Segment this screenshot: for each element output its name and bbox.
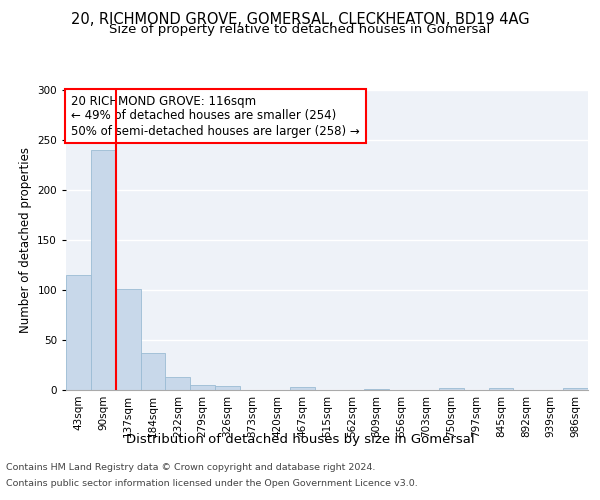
Bar bbox=[91, 150, 116, 390]
Bar bbox=[166, 377, 190, 390]
Bar bbox=[66, 275, 91, 390]
Bar bbox=[290, 387, 314, 390]
Bar bbox=[364, 389, 389, 390]
Bar bbox=[439, 388, 464, 390]
Text: 20 RICHMOND GROVE: 116sqm
← 49% of detached houses are smaller (254)
50% of semi: 20 RICHMOND GROVE: 116sqm ← 49% of detac… bbox=[71, 94, 360, 138]
Text: Distribution of detached houses by size in Gomersal: Distribution of detached houses by size … bbox=[125, 432, 475, 446]
Bar bbox=[140, 353, 166, 390]
Text: Contains HM Land Registry data © Crown copyright and database right 2024.: Contains HM Land Registry data © Crown c… bbox=[6, 464, 376, 472]
Text: 20, RICHMOND GROVE, GOMERSAL, CLECKHEATON, BD19 4AG: 20, RICHMOND GROVE, GOMERSAL, CLECKHEATO… bbox=[71, 12, 529, 28]
Bar bbox=[116, 289, 140, 390]
Y-axis label: Number of detached properties: Number of detached properties bbox=[19, 147, 32, 333]
Bar bbox=[488, 388, 514, 390]
Bar bbox=[215, 386, 240, 390]
Bar bbox=[190, 385, 215, 390]
Text: Size of property relative to detached houses in Gomersal: Size of property relative to detached ho… bbox=[109, 22, 491, 36]
Bar bbox=[563, 388, 588, 390]
Text: Contains public sector information licensed under the Open Government Licence v3: Contains public sector information licen… bbox=[6, 478, 418, 488]
